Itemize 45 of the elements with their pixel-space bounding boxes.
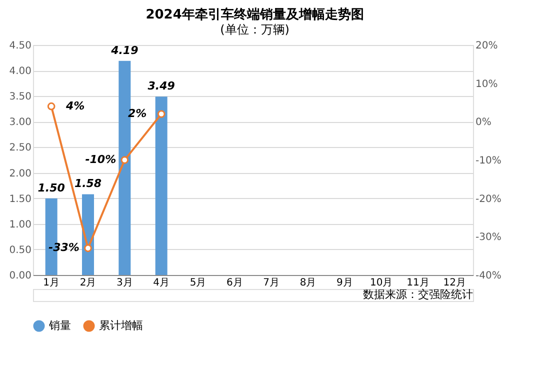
- x-tick-label: 10月: [370, 278, 393, 288]
- y2-tick-label: -10%: [476, 156, 502, 166]
- x-tick-label: 4月: [153, 278, 170, 288]
- x-tick-label: 8月: [300, 278, 316, 288]
- point: [47, 102, 56, 110]
- x-tick-label: 1月: [43, 278, 60, 288]
- source-note: 数据来源：交强险统计: [363, 288, 473, 301]
- x-tick-label: 3月: [116, 278, 133, 288]
- y-tick-label: 1.00: [9, 219, 32, 230]
- chart-subtitle: (单位：万辆): [220, 22, 290, 36]
- y-tick-label: 3.50: [9, 92, 32, 103]
- legend-label: 累计增幅: [99, 319, 143, 332]
- y2-tick-label: 0%: [476, 117, 492, 128]
- data-label: 1.58: [74, 177, 102, 190]
- y-tick-label: 3.00: [9, 117, 32, 128]
- x-tick-label: 5月: [190, 278, 206, 288]
- y-tick-label: 0.00: [9, 270, 32, 282]
- bar: [155, 96, 168, 275]
- chart-title: 2024年牵引车终端销量及增幅走势图: [146, 6, 364, 22]
- point: [84, 244, 92, 252]
- y2-tick-label: -30%: [476, 232, 502, 244]
- x-tick-label: 9月: [336, 278, 353, 288]
- data-label: 4.19: [110, 44, 139, 57]
- data-label: 4%: [64, 99, 85, 112]
- data-label: -10%: [85, 153, 116, 166]
- data-label: 3.49: [148, 80, 176, 93]
- y-tick-label: 4.50: [9, 40, 32, 52]
- legend-label: 销量: [48, 319, 71, 332]
- x-tick-label: 2月: [80, 278, 96, 288]
- y2-tick-label: 10%: [476, 78, 498, 90]
- x-tick-label: 7月: [263, 278, 280, 288]
- point: [157, 110, 166, 118]
- x-tick-label: 11月: [406, 278, 430, 288]
- y-tick-label: 0.50: [9, 244, 32, 256]
- point: [120, 156, 129, 164]
- y-tick-label: 2.50: [9, 142, 32, 154]
- y2-tick-label: -40%: [476, 270, 502, 282]
- y2-tick-label: 20%: [476, 40, 498, 52]
- y-tick-label: 1.50: [9, 194, 32, 205]
- data-label: 1.50: [38, 181, 66, 194]
- x-tick-label: 6月: [226, 278, 243, 288]
- x-tick-label: 12月: [443, 278, 466, 288]
- y2-tick-label: -20%: [476, 194, 502, 205]
- y-tick-label: 2.00: [9, 168, 32, 180]
- y-tick-label: 4.00: [9, 66, 32, 78]
